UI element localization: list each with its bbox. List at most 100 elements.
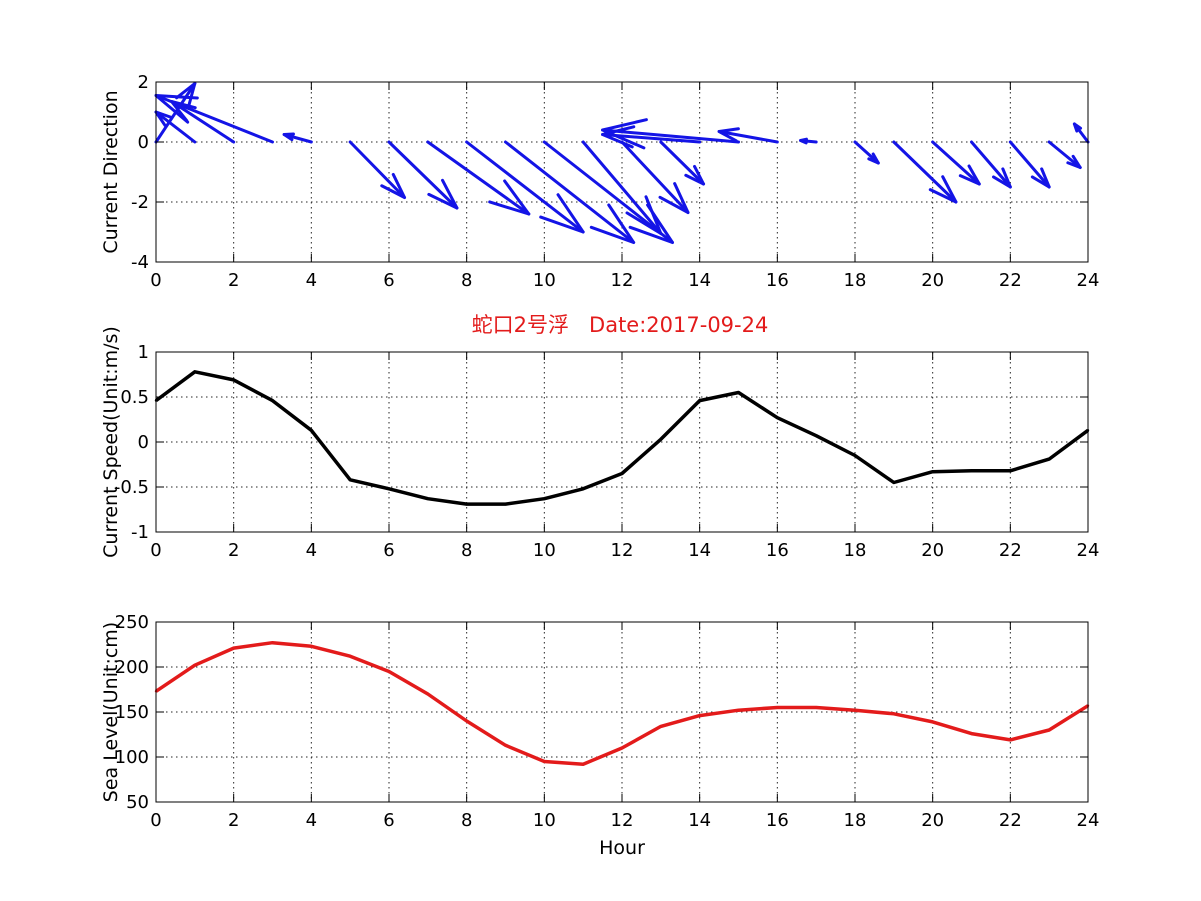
data-point — [737, 391, 740, 394]
data-point — [659, 438, 663, 441]
y-tick-label: 250 — [115, 612, 149, 633]
quiver-arrow-shaft — [348, 140, 407, 199]
data-point — [193, 664, 197, 667]
data-point — [737, 709, 740, 712]
data-point — [465, 719, 468, 723]
x-tick-label: 14 — [688, 810, 711, 831]
x-tick-label: 8 — [461, 810, 472, 831]
quiver-arrow-head — [1030, 167, 1051, 189]
quiver-arrow-shaft — [853, 140, 880, 165]
y-tick-label: 200 — [115, 657, 149, 678]
quiver-arrow-head — [958, 164, 981, 186]
x-tick-label: 14 — [688, 270, 711, 291]
data-point — [232, 646, 235, 650]
x-tick-label: 24 — [1077, 540, 1100, 561]
figure-title: 蛇口2号浮 Date:2017-09-24 — [472, 313, 769, 337]
y-tick-label: 0.5 — [120, 387, 149, 408]
data-point — [931, 470, 934, 473]
x-tick-label: 10 — [533, 540, 556, 561]
quiver-arrow-shaft — [542, 140, 674, 244]
x-tick-label: 10 — [533, 810, 556, 831]
quiver-arrow-shaft — [465, 140, 585, 234]
x-tick-label: 0 — [150, 810, 161, 831]
quiver-arrow-shaft — [154, 110, 197, 144]
y-tick-label: 50 — [126, 792, 149, 813]
y-tick-label: -0.5 — [114, 477, 149, 498]
quiver-arrow-head — [684, 164, 706, 186]
quiver-arrow-shaft — [426, 140, 531, 216]
quiver-arrow-head — [799, 137, 808, 145]
quiver-arrow-head — [1066, 154, 1082, 169]
x-tick-label: 24 — [1077, 810, 1100, 831]
quiver-arrow-shaft — [659, 140, 706, 186]
quiver-arrow-shaft — [581, 140, 663, 235]
x-tick-label: 10 — [533, 270, 556, 291]
y-tick-label: 150 — [115, 702, 149, 723]
quiver-arrow-shaft — [504, 140, 636, 244]
x-tick-label: 8 — [461, 270, 472, 291]
data-point — [1047, 728, 1051, 732]
quiver-arrow-shaft — [931, 140, 981, 186]
data-point — [310, 645, 313, 648]
data-point — [387, 670, 391, 673]
x-tick-label: 16 — [766, 540, 789, 561]
y-tick-label: 100 — [115, 747, 149, 768]
quiver-arrow-head — [427, 178, 459, 210]
data-point — [698, 399, 701, 402]
x-tick-label: 2 — [228, 540, 239, 561]
x-tick-label: 4 — [306, 810, 317, 831]
y-tick-label: 2 — [138, 72, 149, 93]
x-tick-label: 0 — [150, 270, 161, 291]
data-point — [1047, 457, 1051, 461]
x-tick-label: 12 — [611, 810, 634, 831]
quiver-arrow-head — [601, 118, 648, 150]
data-point — [387, 487, 391, 490]
y-tick-label: 0 — [138, 132, 149, 153]
data-point — [348, 655, 352, 658]
data-point — [970, 469, 973, 472]
data-point — [271, 399, 274, 402]
x-tick-label: 14 — [688, 540, 711, 561]
x-tick-label: 18 — [844, 810, 867, 831]
data-point — [814, 706, 818, 709]
data-point — [348, 478, 352, 481]
x-tick-label: 24 — [1077, 270, 1100, 291]
x-tick-label: 6 — [383, 540, 394, 561]
x-tick-label: 12 — [611, 540, 634, 561]
y-tick-label: -1 — [131, 522, 149, 543]
data-point — [659, 725, 663, 728]
quiver-arrow-shaft — [170, 100, 236, 144]
data-point — [543, 497, 546, 500]
quiver-arrow-head — [488, 179, 531, 216]
x-tick-label: 16 — [766, 270, 789, 291]
x-tick-label: 22 — [999, 810, 1022, 831]
quiver-arrow-shaft — [717, 130, 779, 144]
series-points — [154, 370, 1090, 506]
x-tick-label: 18 — [844, 540, 867, 561]
y-axis-label: Current Speed(Unit:m/s) — [100, 326, 122, 558]
x-tick-label: 0 — [150, 540, 161, 561]
data-point — [465, 502, 468, 506]
data-point — [543, 760, 546, 763]
x-tick-label: 20 — [921, 540, 944, 561]
x-tick-label: 22 — [999, 270, 1022, 291]
quiver-arrow-shaft — [154, 94, 274, 144]
quiver-arrow-head — [658, 182, 690, 214]
x-tick-label: 4 — [306, 270, 317, 291]
quiver-arrow-head — [991, 167, 1012, 189]
x-tick-label: 12 — [611, 270, 634, 291]
x-tick-label: 22 — [999, 540, 1022, 561]
data-point — [426, 692, 430, 696]
x-tick-label: 6 — [383, 270, 394, 291]
quiver-arrows — [154, 82, 1090, 244]
data-point — [892, 481, 896, 484]
x-tick-label: 16 — [766, 810, 789, 831]
series-points — [154, 641, 1090, 766]
y-axis-label: Current Direction — [100, 90, 122, 253]
data-point — [620, 472, 624, 475]
data-point — [970, 732, 973, 735]
quiver-arrow-head — [625, 195, 663, 235]
